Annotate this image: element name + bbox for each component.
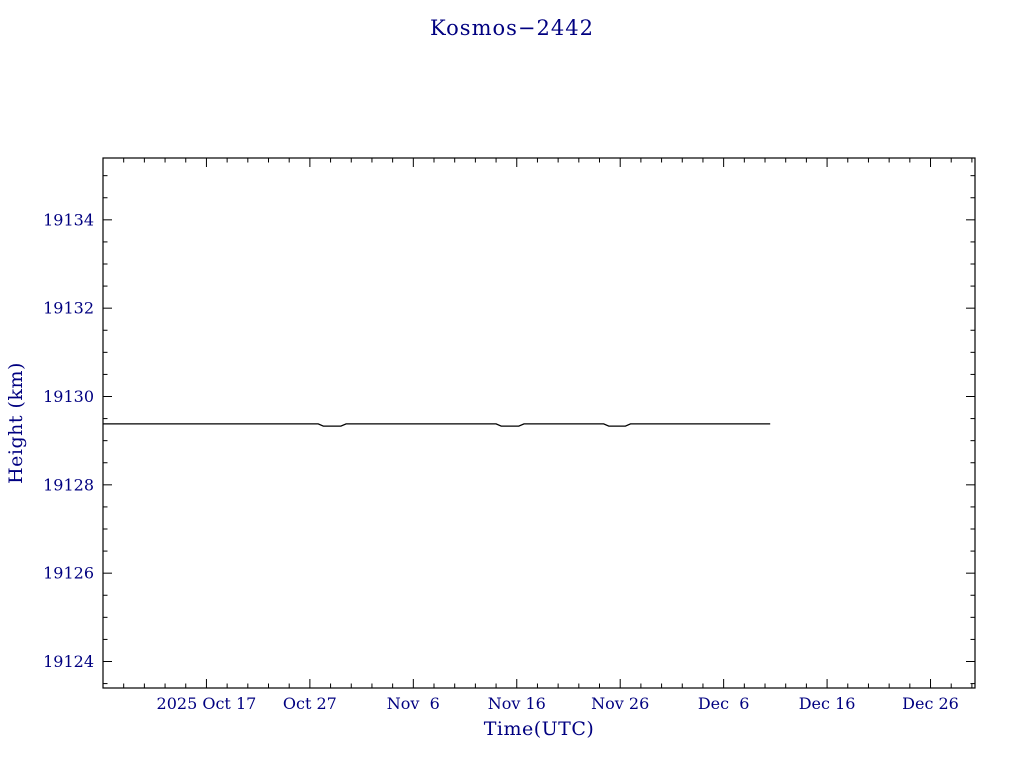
x-tick-label: Dec 26 — [902, 694, 959, 713]
x-tick-label: Nov 6 — [387, 694, 440, 713]
chart-title: Kosmos−2442 — [430, 16, 594, 40]
x-axis-label: Time(UTC) — [483, 718, 595, 740]
x-tick-label: Oct 27 — [283, 694, 337, 713]
y-tick-label: 19128 — [43, 475, 94, 494]
x-tick-label: Nov 26 — [591, 694, 649, 713]
x-tick-label: Dec 6 — [698, 694, 750, 713]
y-tick-label: 19124 — [43, 652, 94, 671]
series-line-height — [103, 423, 771, 427]
y-tick-label: 19132 — [43, 299, 94, 318]
y-tick-label: 19134 — [43, 210, 94, 229]
x-tick-label: 2025 Oct 17 — [157, 694, 257, 713]
y-tick-label: 19126 — [43, 564, 94, 583]
y-tick-label: 19130 — [43, 387, 94, 406]
x-tick-label: Nov 16 — [488, 694, 546, 713]
x-tick-label: Dec 16 — [799, 694, 856, 713]
plot-frame — [102, 157, 976, 689]
